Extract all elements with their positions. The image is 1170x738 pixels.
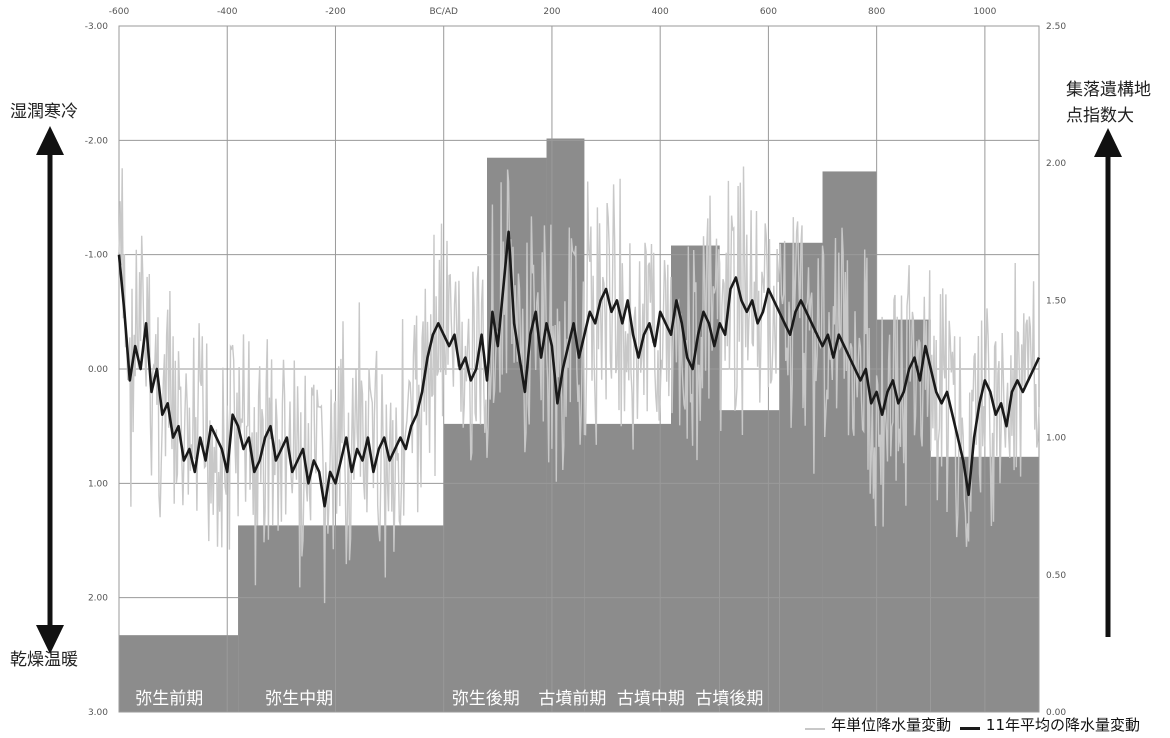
top-tick-label: -600: [109, 7, 130, 17]
top-tick-label: 400: [652, 7, 669, 17]
left-tick-label: 2.00: [88, 594, 108, 604]
legend-swatch-annual: [805, 717, 826, 735]
left-arrow-up-head: [36, 126, 64, 155]
left-tick-label: -3.00: [85, 22, 109, 32]
period-label-1: 弥生中期: [265, 689, 333, 709]
right-tick-label: 0.50: [1046, 571, 1066, 581]
smoothed-precipitation-series: [117, 230, 1041, 508]
right-tick-label: 2.50: [1046, 22, 1066, 32]
period-label-5: 古墳後期: [695, 689, 763, 709]
right-axis-ticks: 0.00 0.50 1.00 1.50 2.00 2.50: [1046, 22, 1066, 718]
settlement-bar-4: [546, 138, 585, 712]
right-tick-label: 1.50: [1046, 296, 1066, 306]
settlement-bar-3: [487, 157, 547, 712]
top-tick-label: -400: [217, 7, 238, 17]
left-tick-label: 0.00: [88, 365, 108, 375]
top-tick-label: 600: [760, 7, 777, 17]
right-top-label-1: 集落遺構地: [1066, 80, 1151, 100]
right-top-label-2: 点指数大: [1066, 106, 1134, 126]
top-tick-label: 800: [868, 7, 885, 17]
settlement-bar-7: [719, 410, 780, 712]
top-tick-label: 1000: [973, 7, 996, 17]
right-tick-label: 2.00: [1046, 159, 1066, 169]
left-tick-label: 1.00: [88, 479, 108, 489]
right-tick-label: 0.00: [1046, 708, 1066, 718]
left-arrow-down-head: [36, 625, 64, 654]
settlement-bar-0: [119, 635, 239, 712]
period-label-3: 古墳前期: [538, 689, 606, 709]
left-top-label: 湿潤寒冷: [10, 102, 78, 122]
direction-arrows: [36, 126, 1122, 654]
settlement-bar-10: [876, 319, 931, 712]
settlement-index-bars: [119, 138, 1039, 712]
top-tick-label: 200: [543, 7, 560, 17]
annual-precipitation-series: [118, 166, 1040, 604]
period-label-0: 弥生前期: [135, 689, 203, 709]
legend-label-smoothed: 11年平均の降水量変動: [985, 716, 1140, 734]
legend-swatch-smoothed: [959, 717, 980, 735]
period-label-2: 弥生後期: [452, 689, 520, 709]
settlement-bar-2: [443, 423, 487, 712]
right-tick-label: 1.00: [1046, 434, 1066, 444]
period-label-4: 古墳中期: [617, 689, 685, 709]
settlement-bar-5: [584, 423, 671, 712]
period-labels: 弥生前期 弥生中期 弥生後期 古墳前期 古墳中期 古墳後期: [135, 689, 763, 709]
settlement-bar-8: [779, 242, 823, 712]
legend: 年単位降水量変動 11年平均の降水量変動: [801, 714, 1140, 735]
annual-line: [118, 166, 1040, 604]
top-tick-label: -200: [325, 7, 346, 17]
left-tick-label: 3.00: [88, 708, 108, 718]
right-arrow-up-head: [1094, 128, 1122, 157]
left-tick-label: -1.00: [85, 251, 109, 261]
smoothed-line: [117, 230, 1041, 508]
legend-label-annual: 年単位降水量変動: [831, 716, 952, 734]
top-axis-ticks: -600 -400 -200 BC/AD 200 400 600 800 1000: [109, 7, 997, 17]
top-tick-label: BC/AD: [429, 7, 457, 17]
left-bottom-label: 乾燥温暖: [10, 650, 78, 670]
left-axis-ticks: -3.00 -2.00 -1.00 0.00 1.00 2.00 3.00: [85, 22, 109, 718]
settlement-bar-1: [238, 525, 444, 712]
left-tick-label: -2.00: [85, 136, 109, 146]
